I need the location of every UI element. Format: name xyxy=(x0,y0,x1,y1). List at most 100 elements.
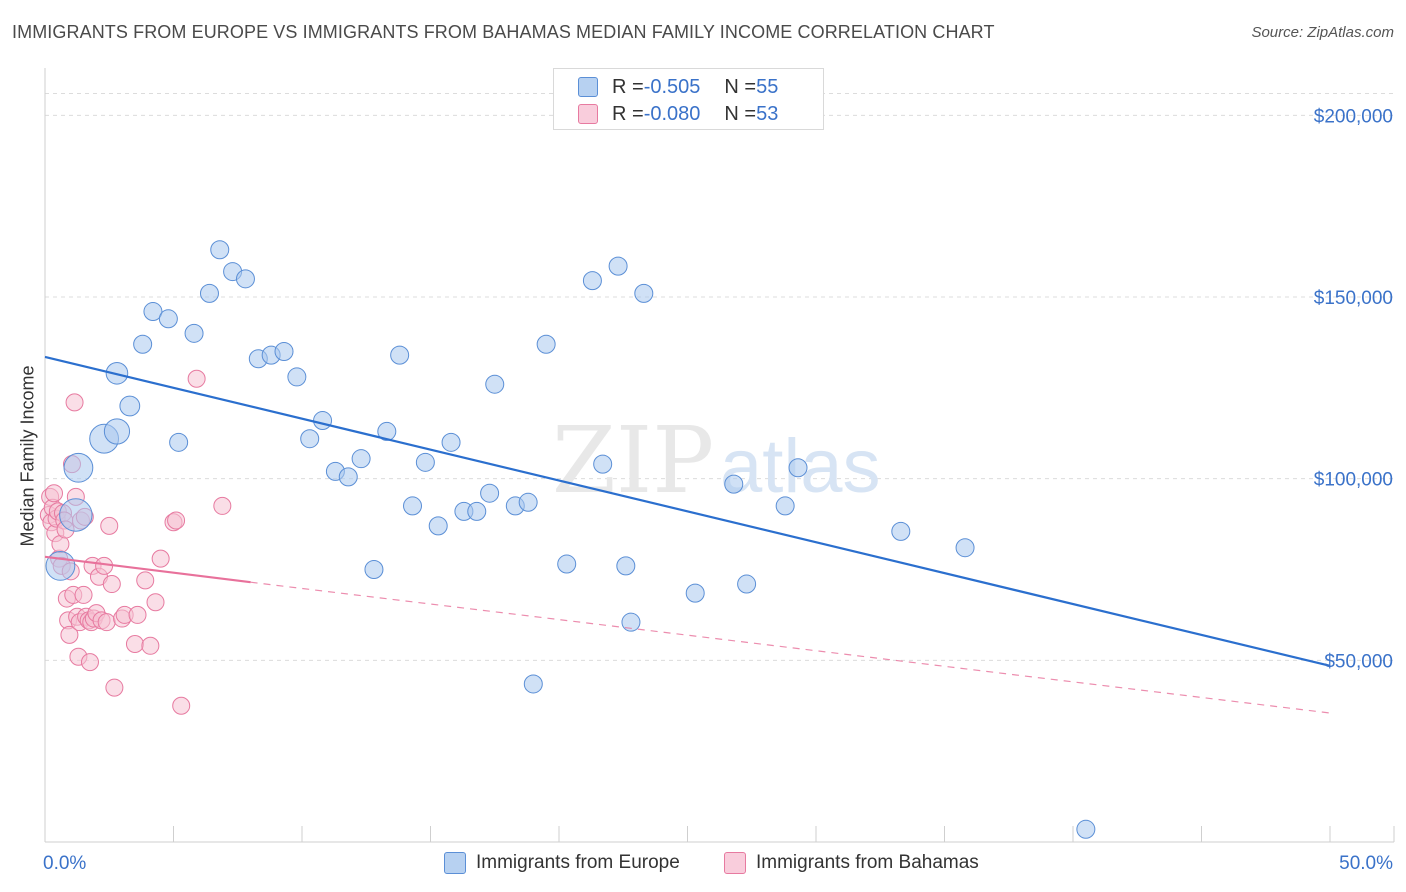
europe-point xyxy=(634,283,654,303)
bahamas-point xyxy=(172,696,191,715)
europe-point xyxy=(485,374,505,394)
europe-point xyxy=(364,560,384,579)
bahamas-point xyxy=(44,484,63,503)
bahamas-series xyxy=(39,369,232,715)
bahamas-point xyxy=(100,516,119,535)
europe-legend-label: Immigrants from Europe xyxy=(476,852,680,873)
bahamas-point xyxy=(60,625,79,644)
bahamas-trend-extension xyxy=(250,581,1331,714)
europe-point xyxy=(608,256,628,276)
bahamas-n-value: 53 xyxy=(756,102,779,125)
europe-swatch xyxy=(578,77,598,97)
europe-point xyxy=(390,345,410,365)
legend-row-bahamas: R = -0.080 N = 53 xyxy=(578,102,778,126)
y-tick-label: $100,000 xyxy=(1314,470,1393,491)
bahamas-point xyxy=(97,613,116,632)
bahamas-n-label: N = xyxy=(724,102,757,125)
europe-point xyxy=(685,583,705,603)
chart-title: IMMIGRANTS FROM EUROPE VS IMMIGRANTS FRO… xyxy=(12,22,995,42)
correlation-legend: R = -0.505 N = 55 R = -0.080 N = 53 xyxy=(553,68,824,130)
europe-point xyxy=(724,474,744,494)
europe-point xyxy=(313,411,333,431)
europe-point xyxy=(158,309,178,329)
europe-point xyxy=(480,483,500,503)
trend-lines xyxy=(44,355,1331,714)
europe-point xyxy=(59,498,93,532)
bahamas-point xyxy=(125,634,144,653)
europe-r-value: -0.505 xyxy=(643,75,701,98)
europe-point xyxy=(199,283,219,303)
bahamas-point xyxy=(80,653,99,672)
europe-point xyxy=(63,452,94,483)
europe-n-label: N = xyxy=(724,75,757,98)
europe-point xyxy=(300,429,320,449)
bahamas-point xyxy=(102,575,121,594)
europe-point xyxy=(788,458,808,478)
bahamas-r-value: -0.080 xyxy=(643,102,701,125)
watermark-zip: ZIP xyxy=(552,407,714,514)
europe-point xyxy=(119,395,141,417)
source-credit: Source: ZipAtlas.com xyxy=(1251,24,1394,41)
europe-point xyxy=(169,432,189,452)
bahamas-point xyxy=(128,605,147,624)
europe-point xyxy=(415,452,435,472)
bahamas-r-label: R = xyxy=(612,102,644,125)
bahamas-legend-swatch xyxy=(724,852,746,874)
bahamas-point xyxy=(146,593,165,612)
europe-point xyxy=(536,334,556,354)
bahamas-point xyxy=(65,393,84,412)
tick-labels: $50,000 $100,000 $150,000 $200,000 0.0% 50.0% xyxy=(43,106,1393,874)
bahamas-legend-label: Immigrants from Bahamas xyxy=(756,852,979,873)
europe-legend-swatch xyxy=(444,852,466,874)
europe-r-label: R = xyxy=(612,75,644,98)
europe-point xyxy=(593,454,613,474)
europe-trend-line xyxy=(44,355,1331,667)
europe-point xyxy=(891,521,911,541)
europe-point xyxy=(274,342,294,361)
legend-item-europe[interactable]: Immigrants from Europe xyxy=(444,852,680,874)
bahamas-point xyxy=(105,678,124,697)
x-tick-label-max: 50.0% xyxy=(1339,853,1393,874)
legend-row-europe: R = -0.505 N = 55 xyxy=(578,75,778,99)
y-tick-label: $200,000 xyxy=(1314,106,1393,127)
europe-n-value: 55 xyxy=(756,75,779,98)
europe-point xyxy=(582,271,602,291)
europe-point xyxy=(184,323,204,343)
bahamas-point xyxy=(187,369,206,388)
europe-point xyxy=(523,674,543,694)
europe-point xyxy=(557,554,577,574)
europe-point xyxy=(616,556,636,576)
europe-point xyxy=(518,492,538,512)
europe-point xyxy=(955,538,975,558)
europe-point xyxy=(351,449,371,469)
europe-point xyxy=(143,302,163,322)
europe-point xyxy=(338,467,358,487)
europe-point xyxy=(235,269,255,289)
bahamas-swatch xyxy=(578,104,598,124)
europe-point xyxy=(45,550,76,581)
europe-point xyxy=(737,574,757,594)
europe-point xyxy=(775,496,795,516)
legend-item-bahamas[interactable]: Immigrants from Bahamas xyxy=(724,852,979,874)
bahamas-point xyxy=(74,585,93,604)
europe-point xyxy=(467,501,487,521)
bahamas-trend-line xyxy=(44,555,251,584)
bahamas-point xyxy=(213,496,232,515)
y-axis-label: Median Family Income xyxy=(17,365,38,547)
y-tick-label: $50,000 xyxy=(1324,651,1393,672)
bahamas-point xyxy=(167,511,186,530)
bahamas-point xyxy=(151,549,170,568)
gridlines xyxy=(45,93,1394,661)
series-legend: Immigrants from Europe Immigrants from B… xyxy=(0,852,1406,878)
europe-point xyxy=(133,334,153,354)
europe-point xyxy=(287,367,307,387)
europe-point xyxy=(210,240,230,260)
europe-series xyxy=(45,240,1096,839)
x-tick-label-min: 0.0% xyxy=(43,853,86,874)
europe-point xyxy=(428,516,448,536)
y-tick-label: $150,000 xyxy=(1314,288,1393,309)
europe-point xyxy=(1076,819,1096,839)
europe-point xyxy=(103,418,131,445)
bahamas-point xyxy=(141,636,160,655)
